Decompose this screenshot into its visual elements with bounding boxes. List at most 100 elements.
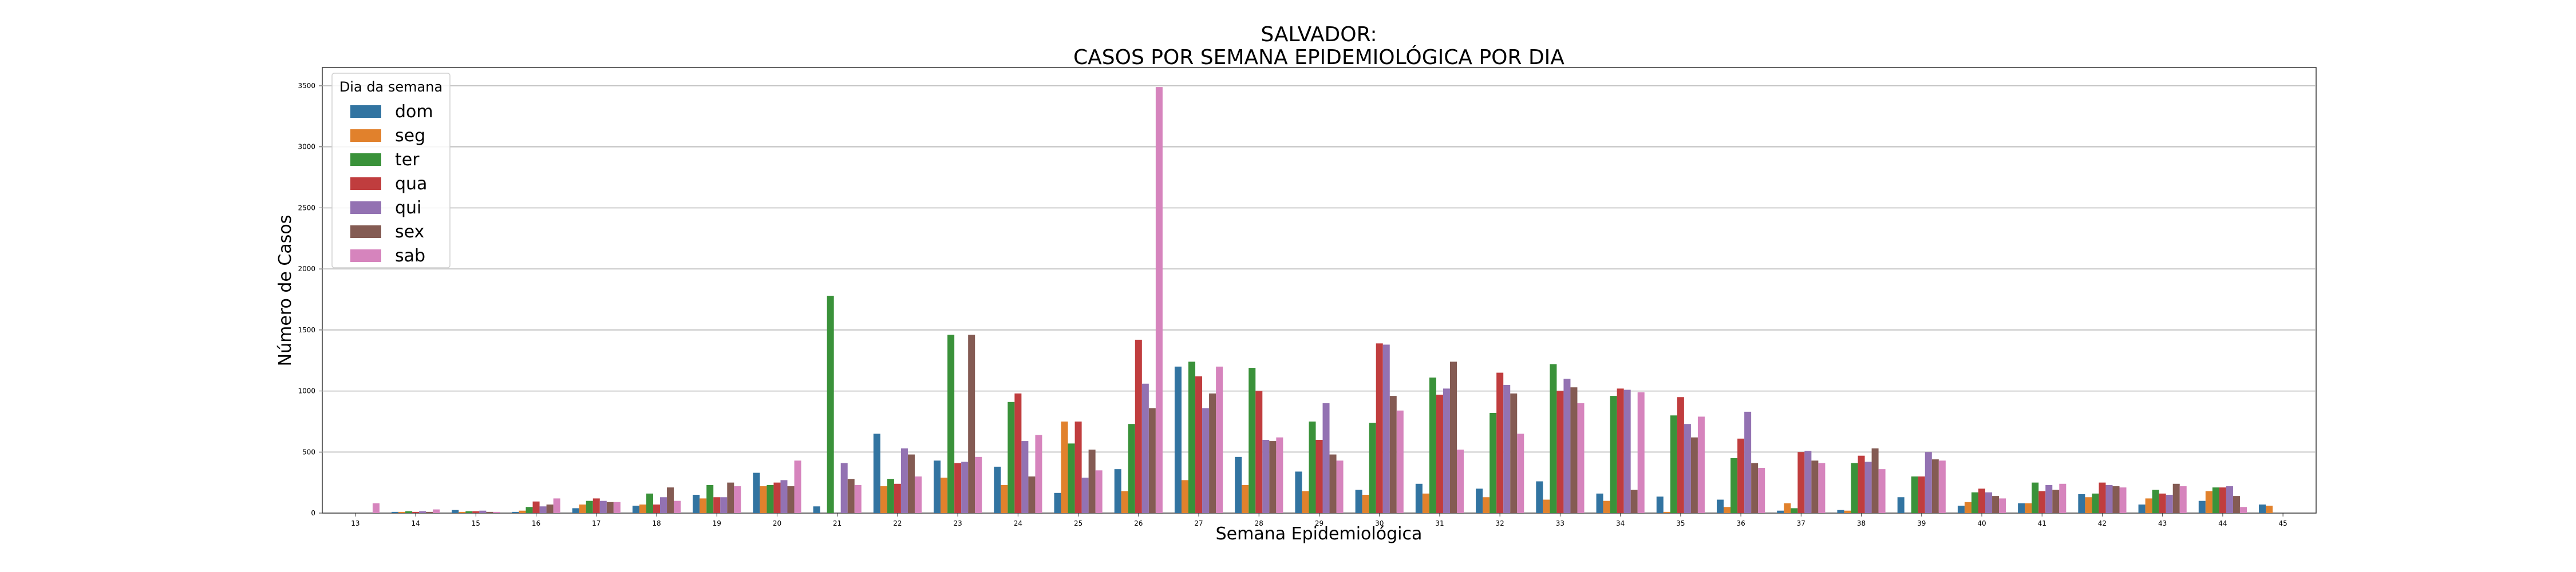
y-tick-label: 2500 (298, 204, 315, 212)
legend-swatch (350, 201, 381, 214)
bar-dom (1415, 483, 1423, 513)
bar-ter (2032, 482, 2039, 513)
bar-sab (553, 498, 560, 513)
bar-seg (459, 511, 466, 513)
bar-qui (1563, 379, 1571, 513)
legend-swatch (350, 225, 381, 238)
x-tick-label: 26 (1134, 519, 1143, 527)
bar-ter (1490, 412, 1497, 513)
bar-sab (1336, 460, 1344, 513)
bar-ter (1369, 423, 1376, 513)
bar-sab (975, 456, 982, 513)
y-tick-label: 0 (311, 509, 315, 517)
bar-dom (1897, 497, 1905, 513)
bar-qua (1918, 476, 1925, 513)
bar-seg (1422, 493, 1429, 513)
bar-qui (1322, 403, 1330, 513)
bar-qua (1315, 439, 1323, 513)
bar-sab (1457, 450, 1464, 513)
bar-ter (1068, 443, 1075, 513)
bar-sex (1449, 362, 1457, 513)
bar-sex (1269, 441, 1277, 513)
bar-qua (2038, 491, 2046, 513)
y-tick-label: 2000 (298, 265, 315, 273)
bar-ter (1610, 396, 1617, 513)
x-tick-label: 32 (1496, 519, 1504, 527)
bar-sab (1155, 87, 1163, 513)
plot-area (322, 67, 2317, 514)
bar-sab (2179, 486, 2187, 513)
bar-qua (713, 497, 721, 513)
x-tick-label: 40 (1977, 519, 1986, 527)
bar-qui (1202, 408, 1210, 513)
bar-seg (398, 511, 406, 513)
bar-dom (1235, 456, 1242, 513)
bar-qui (1141, 383, 1149, 513)
bar-qui (1744, 411, 1752, 513)
bar-sex (847, 479, 855, 513)
bar-sab (1938, 460, 1946, 513)
bar-qui (2166, 494, 2173, 513)
bar-ter (827, 296, 834, 513)
bar-dom (753, 472, 760, 513)
bar-sab (1035, 435, 1042, 513)
bar-dom (1716, 499, 1724, 513)
bar-qua (1255, 391, 1263, 513)
bar-sab (734, 486, 741, 513)
bar-qua (1737, 438, 1745, 513)
bar-sex (1871, 448, 1879, 513)
bar-dom (2018, 503, 2025, 513)
legend-label: qui (395, 198, 421, 218)
bar-seg (2145, 498, 2152, 513)
bar-qui (961, 462, 969, 513)
bar-qui (780, 480, 788, 513)
x-tick-label: 29 (1315, 519, 1323, 527)
x-axis-label: Semana Epidemiológica (1216, 524, 1423, 544)
bar-dom (1596, 493, 1603, 513)
bar-qua (592, 498, 600, 513)
bar-ter (1911, 476, 1918, 513)
legend-swatch (350, 105, 381, 118)
bar-sab (1758, 468, 1765, 513)
bar-qui (1925, 452, 1932, 513)
bar-sex (787, 486, 795, 513)
bar-sab (854, 484, 862, 513)
bar-dom (1536, 481, 1543, 513)
bar-ter (2092, 493, 2099, 513)
bar-sex (606, 502, 614, 513)
bar-dom (1174, 366, 1182, 513)
bar-qua (1978, 488, 1986, 513)
bar-seg (2085, 497, 2092, 513)
bar-ter (1851, 463, 1858, 513)
bar-ter (465, 511, 473, 513)
y-axis-ticks: 0 500 1000 1500 2000 2500 3000 3500 (298, 82, 322, 517)
bar-sex (1992, 496, 2000, 513)
x-tick-label: 35 (1676, 519, 1685, 527)
bar-qui (1684, 424, 1691, 513)
bar-qua (2159, 493, 2166, 513)
grid-lines (322, 85, 2316, 453)
bar-qua (653, 505, 661, 513)
bar-sab (1517, 434, 1524, 513)
bar-qua (1376, 343, 1383, 513)
bar-dom (1355, 490, 1362, 513)
bar-sab (1999, 498, 2006, 513)
bar-dom (1777, 510, 1784, 513)
bar-sab (433, 509, 440, 513)
bar-ter (586, 500, 593, 513)
x-tick-label: 17 (592, 519, 600, 527)
x-tick-label: 36 (1736, 519, 1745, 527)
bar-ter (526, 507, 533, 513)
bar-sex (486, 511, 493, 513)
bar-ter (1309, 421, 1316, 513)
bar-sex (1148, 408, 1156, 513)
bar-qui (1081, 478, 1089, 513)
bar-qui (2226, 486, 2233, 513)
bar-dom (994, 466, 1001, 513)
bar-sab (2059, 483, 2067, 513)
bar-sab (2239, 507, 2247, 513)
bar-sex (1570, 387, 1578, 513)
bar-sab (1577, 403, 1585, 513)
x-tick-label: 19 (713, 519, 721, 527)
